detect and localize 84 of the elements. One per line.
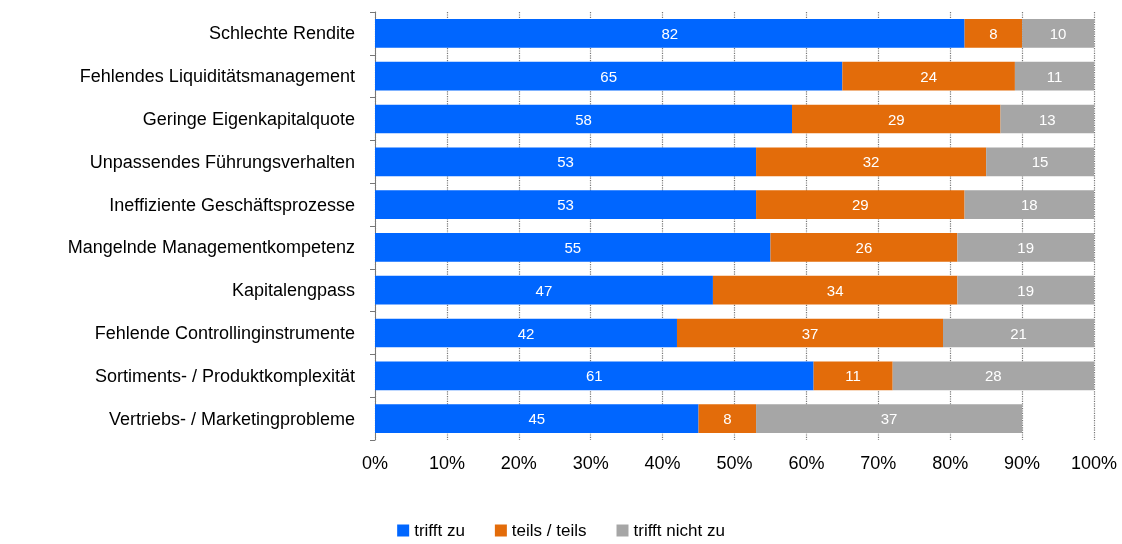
bar — [375, 19, 965, 48]
data-label: 8 — [723, 410, 732, 428]
data-label: 18 — [1020, 196, 1038, 214]
x-tick-label: 100% — [1070, 453, 1118, 473]
bar — [986, 147, 1094, 177]
y-tick-label: Mangelnde Managementkompetenz — [67, 237, 355, 258]
bar — [375, 104, 793, 134]
data-label: 21 — [1010, 324, 1027, 342]
y-tick-label: Kapitalengpass — [231, 280, 355, 301]
data-label: 11 — [1046, 67, 1063, 85]
bar — [756, 147, 987, 177]
bar — [375, 233, 771, 262]
data-label: 8 — [989, 24, 998, 42]
data-label: 29 — [851, 196, 869, 214]
data-label: 37 — [801, 324, 819, 342]
y-tick-label: Vertriebs- / Marketingprobleme — [108, 408, 355, 429]
bar — [676, 318, 944, 348]
data-label: 11 — [845, 367, 861, 385]
y-tick-label: Sortiments- / Produktkomplexität — [94, 365, 355, 386]
bar — [964, 190, 1094, 219]
data-label: 65 — [600, 67, 618, 85]
bar — [375, 361, 814, 391]
bar — [375, 404, 699, 433]
bar — [756, 404, 1023, 433]
data-label: 28 — [985, 367, 1002, 385]
bar — [698, 404, 757, 433]
data-label: 45 — [528, 410, 546, 428]
bar — [957, 233, 1094, 262]
data-label: 53 — [557, 196, 574, 214]
y-tick-label: Unpassendes Führungsverhalten — [89, 151, 355, 172]
data-label: 24 — [920, 67, 937, 85]
x-tick-label: 20% — [500, 453, 537, 473]
bar — [375, 275, 713, 305]
bar — [712, 275, 958, 305]
y-tick-label: Geringe Eigenkapitalquote — [142, 109, 355, 129]
data-label: 61 — [585, 367, 603, 385]
data-label: 32 — [862, 153, 880, 171]
x-tick-label: 80% — [932, 453, 969, 473]
y-tick-label: Schlechte Rendite — [208, 23, 355, 44]
x-tick-label: 10% — [428, 453, 465, 473]
data-label: 82 — [661, 24, 679, 42]
x-tick-label: 30% — [572, 453, 609, 473]
bar — [1000, 104, 1094, 134]
bar — [375, 190, 757, 219]
data-label: 13 — [1038, 110, 1056, 128]
data-label: 19 — [1017, 281, 1035, 299]
bar — [842, 61, 1015, 91]
data-label: 29 — [887, 110, 905, 128]
legend-label: trifft nicht zu — [633, 521, 725, 540]
data-label: 19 — [1017, 238, 1035, 256]
data-label: 34 — [826, 281, 844, 299]
legend-label: trifft zu — [414, 521, 465, 540]
data-label: 55 — [564, 238, 582, 256]
bar — [1014, 61, 1094, 91]
y-tick-label: Ineffiziente Geschäftsprozesse — [109, 194, 355, 215]
data-label: 42 — [517, 324, 535, 342]
data-label: 10 — [1049, 24, 1067, 42]
x-tick-label: 40% — [644, 453, 681, 473]
data-label: 37 — [880, 410, 898, 428]
data-label: 47 — [535, 281, 553, 299]
x-tick-label: 90% — [1004, 453, 1041, 473]
data-label: 53 — [557, 153, 574, 171]
bar — [957, 275, 1094, 305]
bar — [756, 190, 965, 219]
y-tick-label: Fehlende Controllinginstrumente — [94, 323, 355, 343]
bar — [375, 318, 677, 348]
bar — [770, 233, 958, 262]
data-label: 15 — [1031, 153, 1049, 171]
bar — [792, 104, 1001, 134]
x-tick-label: 0% — [361, 453, 389, 473]
x-tick-label: 50% — [716, 453, 753, 473]
bar — [892, 361, 1094, 391]
x-tick-label: 70% — [860, 453, 897, 473]
y-tick-label: Fehlendes Liquiditätsmanagement — [79, 66, 355, 87]
bar — [375, 147, 757, 177]
x-tick-label: 60% — [788, 453, 825, 473]
bar — [943, 318, 1094, 348]
bar — [813, 361, 893, 391]
data-label: 58 — [575, 110, 592, 128]
bar — [964, 19, 1023, 48]
bar — [1022, 19, 1094, 48]
data-label: 26 — [855, 238, 873, 256]
legend-label: teils / teils — [511, 521, 587, 540]
bar — [375, 61, 843, 91]
